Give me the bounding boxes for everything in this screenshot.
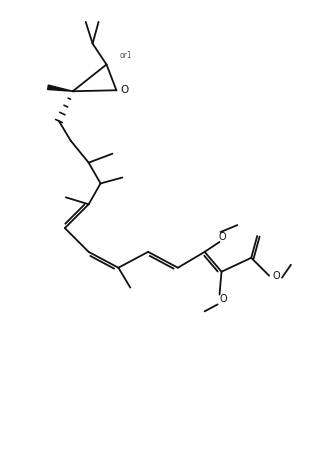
Text: O: O — [219, 232, 226, 242]
Text: O: O — [120, 85, 129, 95]
Text: O: O — [272, 271, 280, 281]
Polygon shape — [48, 85, 73, 91]
Text: or1: or1 — [120, 51, 133, 60]
Text: O: O — [220, 294, 227, 304]
